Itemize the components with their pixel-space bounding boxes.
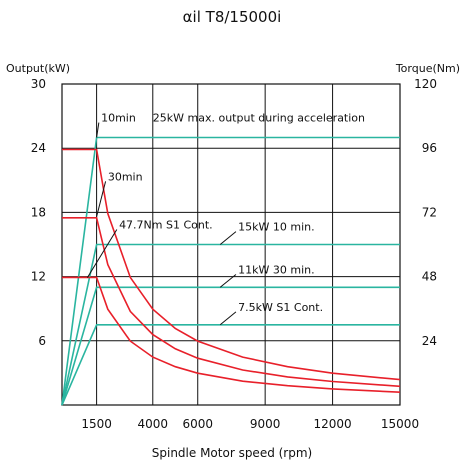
left-axis-label: Output(kW) xyxy=(6,62,70,75)
x-tick-label: 15000 xyxy=(381,417,419,431)
left-tick-label: 24 xyxy=(31,141,46,155)
annotation-label: 10min xyxy=(101,111,136,124)
leader-line xyxy=(86,229,118,278)
leader-line xyxy=(96,122,100,138)
annotation-label: 25kW max. output during acceleration xyxy=(153,111,365,124)
left-tick-label: 12 xyxy=(31,270,46,284)
x-tick-label: 4000 xyxy=(138,417,169,431)
x-axis-label: Spindle Motor speed (rpm) xyxy=(152,446,312,460)
annotation-label: 15kW 10 min. xyxy=(238,221,314,234)
torque-curve xyxy=(62,276,401,393)
series xyxy=(61,136,401,406)
torque-curve xyxy=(62,217,401,388)
right-tick-label: 72 xyxy=(422,205,437,219)
x-tick-label: 6000 xyxy=(182,417,213,431)
annotation-label: 7.5kW S1 Cont. xyxy=(238,301,323,314)
right-axis-label: Torque(Nm) xyxy=(395,62,460,75)
left-tick-label: 30 xyxy=(31,77,46,91)
annotation-label: 30min xyxy=(108,170,143,183)
x-tick-label: 12000 xyxy=(313,417,351,431)
torque-curve xyxy=(62,148,401,381)
leader-line xyxy=(219,311,237,326)
left-tick-label: 6 xyxy=(38,334,46,348)
right-tick-label: 24 xyxy=(422,334,437,348)
output-line xyxy=(61,243,400,406)
right-tick-label: 48 xyxy=(422,270,437,284)
annotations: 10min 25kW max. output during acceleratio… xyxy=(86,111,365,326)
x-tick-label: 9000 xyxy=(250,417,281,431)
x-tick-label: 1500 xyxy=(81,417,112,431)
leader-line xyxy=(96,181,107,217)
output-line xyxy=(61,323,400,406)
ticks: 1500 4000 6000 9000 12000 15000 30 24 18 12 6 120 96… xyxy=(31,77,437,431)
right-tick-label: 96 xyxy=(422,141,437,155)
annotation-label: 47.7Nm S1 Cont. xyxy=(119,218,213,231)
annotation-label: 11kW 30 min. xyxy=(238,263,314,276)
output-line xyxy=(61,286,400,406)
right-tick-label: 120 xyxy=(414,77,437,91)
leader-line xyxy=(219,231,237,245)
left-tick-label: 18 xyxy=(31,205,46,219)
leader-line xyxy=(219,274,237,288)
chart-title: αil T8/15000i xyxy=(183,8,282,26)
